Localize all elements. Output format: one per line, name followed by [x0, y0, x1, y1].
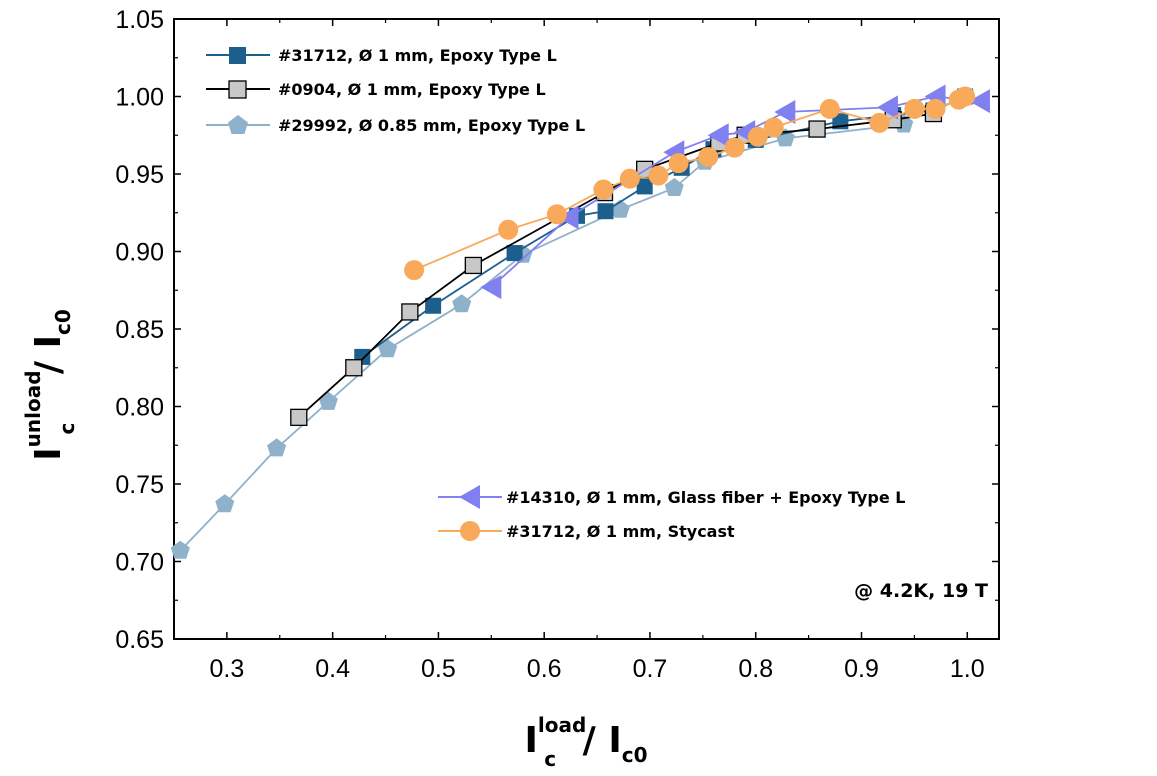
y-axis-title: Iunload c / Ic0	[21, 309, 79, 461]
data-point-pentagon	[170, 540, 190, 559]
data-point-circle	[619, 168, 640, 189]
condition-annotation: @ 4.2K, 19 T	[854, 580, 988, 602]
legend-label-29992-epoxy: #29992, Ø 0.85 mm, Epoxy Type L	[278, 116, 585, 135]
data-point-triangle	[557, 205, 579, 230]
data-point-circle	[925, 98, 946, 119]
series-1	[290, 104, 943, 427]
data-point-circle	[724, 137, 745, 158]
y-tick-label: 0.85	[115, 316, 164, 344]
data-point-pentagon	[452, 294, 472, 313]
data-point-circle	[546, 204, 567, 225]
data-point-pentagon	[215, 494, 235, 513]
data-point-square	[597, 203, 614, 220]
data-point-circle	[668, 153, 689, 174]
series-line	[298, 112, 934, 418]
x-tick-label: 0.8	[738, 655, 773, 683]
x-tick-label: 0.6	[527, 655, 562, 683]
data-point-open-square	[401, 303, 419, 321]
x-tick-label: 0.7	[633, 655, 668, 683]
legend-item-14310-glass-fiber: #14310, Ø 1 mm, Glass fiber + Epoxy Type…	[438, 485, 905, 509]
data-point-circle	[955, 86, 976, 107]
legend-label-31712-epoxy: #31712, Ø 1 mm, Epoxy Type L	[278, 46, 557, 65]
x-axis-title: Iload c / Ic0	[524, 713, 647, 771]
axis-ticks	[173, 18, 999, 640]
data-point-circle	[698, 146, 719, 167]
y-tick-label: 0.95	[115, 161, 164, 189]
data-point-circle	[593, 179, 614, 200]
x-tick-label: 1.0	[950, 655, 985, 683]
data-point-circle	[404, 260, 425, 281]
legend-marker-circle	[460, 521, 480, 541]
legend-item-0904-epoxy: #0904, Ø 1 mm, Epoxy Type L	[206, 80, 546, 99]
x-tick-label: 0.3	[210, 655, 245, 683]
data-point-square	[636, 178, 653, 195]
legend-marker-square-open	[228, 80, 247, 99]
x-tick-label: 0.4	[315, 655, 350, 683]
legend-top-left: #31712, Ø 1 mm, Epoxy Type L #0904, Ø 1 …	[206, 46, 585, 135]
data-point-circle	[904, 98, 925, 119]
data-point-triangle	[774, 100, 796, 124]
x-tick-label: 0.5	[421, 655, 456, 683]
legend-item-29992-epoxy: #29992, Ø 0.85 mm, Epoxy Type L	[206, 115, 585, 135]
y-tick-label: 0.70	[115, 549, 164, 577]
data-point-open-square	[808, 120, 826, 138]
data-point-circle	[747, 126, 768, 147]
data-point-circle	[648, 165, 669, 186]
data-point-circle	[819, 98, 840, 119]
data-point-pentagon	[318, 391, 338, 410]
legend-label-14310-glass-fiber: #14310, Ø 1 mm, Glass fiber + Epoxy Type…	[506, 488, 905, 507]
series-line	[361, 95, 966, 358]
legend-label-31712-stycast: #31712, Ø 1 mm, Stycast	[506, 522, 735, 541]
y-tick-label: 1.05	[115, 6, 164, 34]
data-point-pentagon	[378, 339, 398, 358]
data-point-square	[425, 297, 442, 314]
legend-bottom-right: #14310, Ø 1 mm, Glass fiber + Epoxy Type…	[438, 485, 905, 541]
y-tick-label: 0.90	[115, 239, 164, 267]
y-tick-label: 0.75	[115, 471, 164, 499]
plot-border	[173, 18, 1000, 640]
legend-label-0904-epoxy: #0904, Ø 1 mm, Epoxy Type L	[278, 80, 546, 99]
legend-marker-triangle-left	[459, 485, 480, 509]
data-point-circle	[498, 219, 519, 240]
data-point-open-square	[290, 408, 308, 427]
series-layer	[170, 84, 990, 559]
series-4	[404, 86, 976, 281]
data-point-circle	[869, 112, 890, 133]
data-point-triangle	[480, 275, 502, 300]
data-point-open-square	[345, 359, 363, 377]
plot-frame	[173, 18, 1000, 640]
data-point-open-square	[464, 256, 482, 275]
data-point-square	[506, 245, 523, 262]
legend-marker-pentagon	[228, 115, 248, 134]
data-point-triangle	[876, 95, 898, 120]
axis-tick-labels: 0.3 0.4 0.5 0.6 0.7 0.8 0.9 1.0 0.65 0.70 0.75 0.80…	[115, 6, 984, 683]
data-point-circle	[763, 117, 784, 138]
y-tick-label: 0.65	[115, 626, 164, 654]
series-line	[179, 123, 904, 552]
data-point-pentagon	[267, 438, 287, 457]
legend-item-31712-epoxy: #31712, Ø 1 mm, Epoxy Type L	[206, 46, 557, 65]
y-tick-label: 1.00	[115, 84, 164, 112]
data-point-triangle	[968, 89, 990, 114]
legend-item-31712-stycast: #31712, Ø 1 mm, Stycast	[438, 521, 735, 541]
data-point-triangle	[707, 123, 729, 148]
y-tick-label: 0.80	[115, 394, 164, 422]
data-point-pentagon	[664, 178, 684, 196]
x-tick-label: 0.9	[844, 655, 879, 683]
legend-marker-square-filled	[229, 47, 246, 64]
